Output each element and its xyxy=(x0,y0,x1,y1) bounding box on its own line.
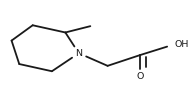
Text: OH: OH xyxy=(175,40,189,49)
Text: N: N xyxy=(75,49,82,58)
Text: O: O xyxy=(137,72,144,81)
